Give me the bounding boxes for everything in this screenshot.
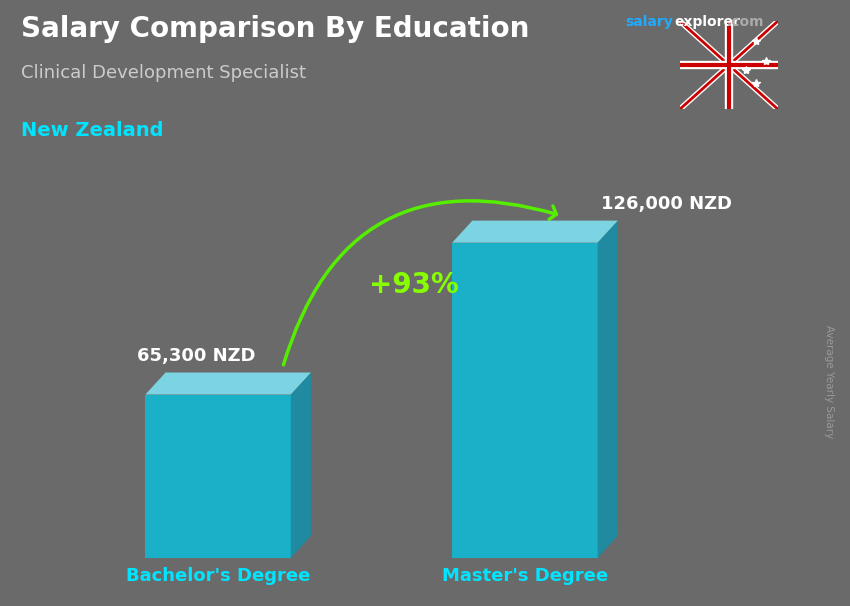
- Text: salary: salary: [625, 15, 672, 29]
- Text: Bachelor's Degree: Bachelor's Degree: [126, 567, 310, 585]
- Polygon shape: [452, 221, 618, 242]
- Text: New Zealand: New Zealand: [21, 121, 164, 140]
- Text: Average Yearly Salary: Average Yearly Salary: [824, 325, 834, 438]
- Polygon shape: [291, 373, 311, 558]
- Text: 126,000 NZD: 126,000 NZD: [601, 195, 732, 213]
- Text: 65,300 NZD: 65,300 NZD: [138, 347, 256, 365]
- Polygon shape: [145, 373, 311, 395]
- Text: Master's Degree: Master's Degree: [442, 567, 608, 585]
- Text: .com: .com: [727, 15, 764, 29]
- Polygon shape: [598, 221, 618, 558]
- Polygon shape: [452, 242, 598, 558]
- Polygon shape: [145, 395, 291, 558]
- Text: +93%: +93%: [369, 271, 459, 299]
- Text: Clinical Development Specialist: Clinical Development Specialist: [21, 64, 306, 82]
- Text: Salary Comparison By Education: Salary Comparison By Education: [21, 15, 530, 43]
- Text: explorer: explorer: [674, 15, 740, 29]
